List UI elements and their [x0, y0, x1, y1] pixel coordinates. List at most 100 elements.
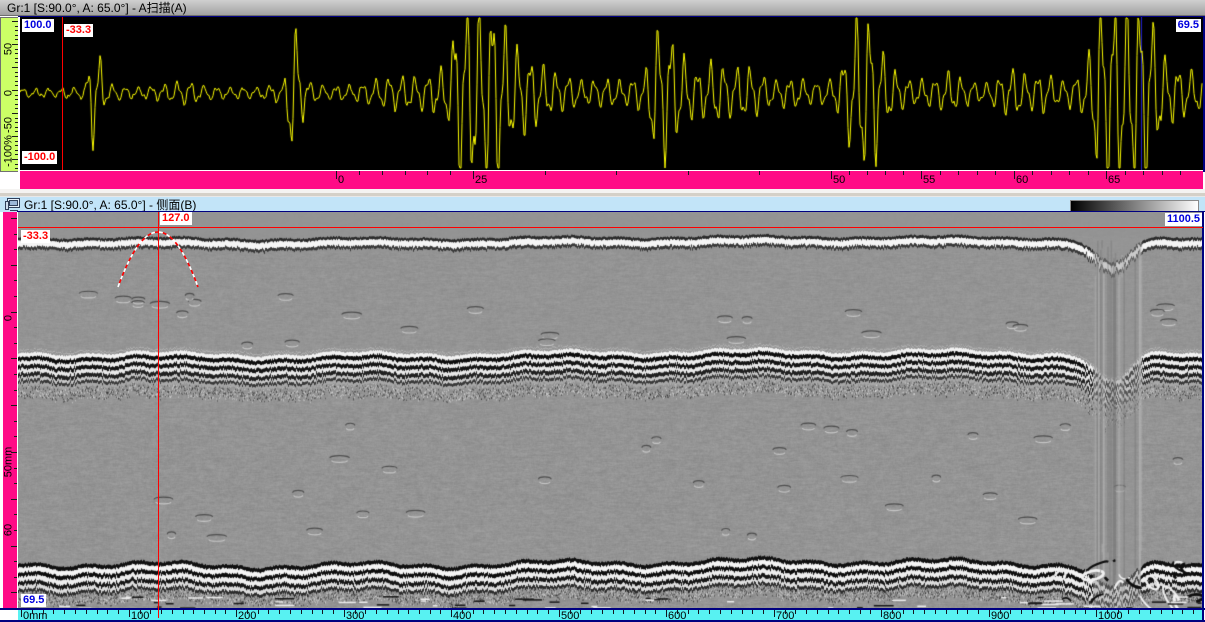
window-bottom-border	[0, 620, 1205, 622]
ascan-amplitude-ruler[interactable]: 50 0 -50 -100%	[0, 17, 18, 172]
ruler-tick	[290, 610, 291, 614]
ascan-cursor-line[interactable]	[62, 17, 63, 170]
ascan-titlebar[interactable]: Gr:1 [S:90.0°, A: 65.0°] - A扫描(A)	[0, 0, 1205, 16]
ruler-tick	[591, 610, 593, 614]
ruler-tick	[12, 136, 18, 137]
ruler-tick	[1117, 610, 1119, 614]
ruler-tick	[118, 610, 120, 614]
ascan-frame-top	[18, 16, 1205, 17]
ruler-tick	[11, 405, 17, 407]
ruler-tick	[580, 610, 582, 614]
ruler-tick	[1074, 610, 1076, 614]
ruler-tick	[14, 530, 17, 531]
ruler-tick	[386, 610, 388, 614]
ruler-tick	[720, 610, 721, 614]
ruler-tick	[849, 171, 850, 175]
ruler-tick	[831, 171, 832, 179]
ruler-tick	[15, 99, 18, 101]
ruler-tick	[15, 154, 18, 156]
ruler-tick	[978, 610, 980, 614]
ruler-tick	[64, 610, 66, 614]
ruler-tick	[225, 610, 227, 614]
ruler-tick	[655, 610, 657, 614]
bscan-frame-right	[1202, 211, 1204, 622]
ruler-tick	[1010, 610, 1012, 614]
ruler-label: 100	[131, 610, 150, 622]
ruler-tick	[14, 342, 17, 344]
ruler-tick	[15, 126, 18, 128]
ruler-tick	[885, 171, 886, 175]
ruler-tick	[11, 311, 17, 313]
ruler-tick	[14, 561, 17, 563]
ruler-tick	[15, 80, 18, 82]
ruler-tick	[11, 545, 17, 547]
ruler-label: 600	[668, 610, 687, 622]
ruler-tick	[461, 610, 463, 614]
ruler-tick	[11, 592, 17, 594]
ruler-tick	[666, 610, 667, 617]
ruler-tick	[698, 610, 700, 614]
pane-icon	[4, 198, 21, 212]
ruler-tick	[14, 467, 17, 469]
ruler-label: 60	[2, 523, 15, 537]
bscan-position-cursor-line[interactable]	[158, 212, 159, 610]
ruler-label: 65	[1108, 174, 1121, 186]
ruler-tick	[53, 610, 55, 614]
bscan-depth-ruler[interactable]: 0 50mm 60	[3, 212, 17, 610]
ruler-tick	[182, 610, 184, 614]
ruler-tick	[494, 610, 496, 614]
ascan-title: Gr:1 [S:90.0°, A: 65.0°] - A扫描(A)	[7, 1, 187, 15]
readout-a-cursor-depth: -33.3	[64, 24, 94, 37]
bscan-titlebar[interactable]: Gr:1 [S:90.0°, A: 65.0°] - 侧面(B)	[0, 196, 1205, 212]
ruler-tick	[12, 90, 18, 91]
ruler-label: 50	[2, 42, 15, 56]
ruler-tick	[633, 610, 635, 614]
ruler-tick	[12, 21, 18, 22]
ruler-label: 55	[923, 174, 936, 186]
ruler-tick	[336, 171, 337, 179]
ruler-tick	[158, 610, 159, 618]
ruler-tick	[429, 610, 431, 614]
ruler-tick	[903, 171, 904, 175]
ruler-tick	[14, 483, 17, 485]
ruler-tick	[945, 610, 947, 614]
ruler-tick	[14, 374, 17, 375]
ruler-tick	[268, 610, 270, 614]
ruler-tick	[11, 358, 17, 360]
ruler-tick	[1063, 610, 1065, 614]
bscan-plot[interactable]	[18, 212, 1203, 610]
ruler-label: 50mm	[2, 446, 15, 478]
ruler-tick	[11, 264, 17, 266]
ruler-tick	[15, 34, 18, 36]
ruler-tick	[1106, 610, 1108, 614]
ruler-tick	[15, 30, 18, 32]
ruler-tick	[1124, 171, 1126, 175]
ruler-tick	[709, 610, 711, 614]
ruler-tick	[939, 171, 941, 175]
pane-separator	[0, 189, 1205, 193]
readout-a-amp-min: -100.0	[22, 151, 58, 164]
ruler-tick	[15, 168, 18, 170]
ascan-plot[interactable]	[20, 17, 1203, 170]
bscan-position-ruler[interactable]: 0mm 100 200 300 400 500 600 700 800 900 1000	[18, 610, 1203, 622]
ruler-tick	[763, 610, 765, 614]
ruler-tick	[774, 610, 775, 617]
ruler-tick	[12, 159, 18, 160]
ruler-tick	[203, 610, 205, 614]
ruler-tick	[333, 610, 335, 614]
ruler-tick	[107, 610, 109, 614]
ruler-tick	[14, 327, 17, 329]
ruler-tick	[15, 48, 18, 50]
ruler-tick	[827, 610, 829, 614]
ruler-label: -100%	[2, 135, 15, 167]
ascan-depth-ruler[interactable]: 0 25 50 55 60 65	[20, 171, 1203, 189]
ruler-tick	[139, 610, 141, 614]
bscan-depth-cursor-line[interactable]	[18, 227, 1203, 228]
ruler-tick	[891, 610, 893, 614]
ruler-tick	[924, 610, 926, 614]
ruler-label: 700	[776, 610, 795, 622]
ruler-tick	[1180, 171, 1181, 175]
ruler-tick	[451, 610, 452, 617]
ruler-tick	[1106, 171, 1107, 179]
